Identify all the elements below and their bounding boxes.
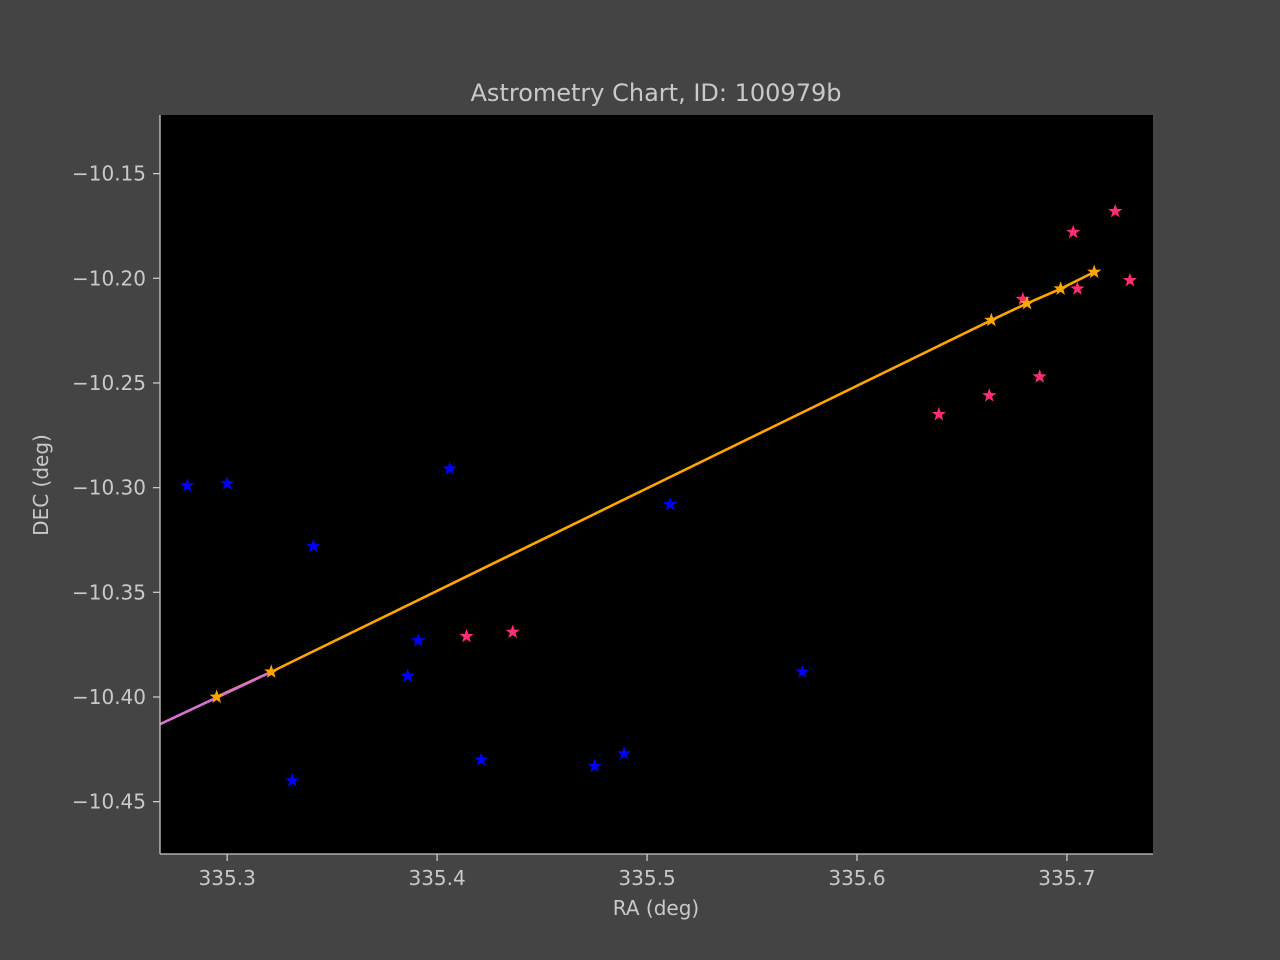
series-1-point-0	[459, 628, 474, 643]
y-tick-label: −10.25	[72, 371, 146, 395]
y-axis-label: DEC (deg)	[29, 434, 53, 536]
series-1-point-9	[1122, 272, 1138, 287]
x-tick-label: 335.5	[618, 866, 675, 890]
series-2-point-4	[1053, 281, 1068, 295]
series-1-point-3	[982, 388, 997, 402]
y-tick-label: −10.15	[72, 162, 146, 186]
x-tick-label: 335.4	[408, 866, 465, 890]
chart-title: Astrometry Chart, ID: 100979b	[471, 79, 842, 107]
series-0-point-0	[180, 478, 195, 492]
y-tick-label: −10.20	[72, 266, 146, 290]
series-0-point-7	[474, 752, 489, 766]
y-tick-label: −10.45	[72, 790, 146, 814]
chart-marks	[159, 203, 1138, 787]
series-2-point-3	[1019, 295, 1035, 310]
series-2-point-0	[209, 689, 224, 704]
series-1-point-4	[1015, 291, 1030, 306]
series-1-point-5	[1032, 369, 1047, 383]
series-0-point-1	[220, 475, 235, 490]
series-1-point-6	[1066, 224, 1081, 239]
series-0-point-3	[285, 773, 300, 787]
x-axis-label: RA (deg)	[613, 896, 699, 920]
series-2-point-1	[264, 664, 279, 678]
series-1-point-1	[505, 624, 520, 639]
y-tick-label: −10.35	[72, 580, 146, 604]
series-0-point-6	[442, 461, 457, 475]
series-1-point-8	[1108, 203, 1123, 218]
series-0-point-8	[587, 758, 602, 773]
chart-axes	[159, 115, 1153, 855]
series-2-point-2	[984, 312, 999, 327]
series-1-point-7	[1070, 281, 1085, 295]
x-tick-label: 335.7	[1038, 866, 1095, 890]
y-tick-label: −10.30	[72, 476, 146, 500]
x-tick-label: 335.6	[828, 866, 885, 890]
y-tick-label: −10.40	[72, 685, 146, 709]
series-0-point-5	[411, 632, 426, 647]
series-1-point-2	[931, 406, 946, 421]
series-0-point-10	[663, 496, 678, 511]
series-0-point-11	[795, 664, 810, 678]
x-tick-label: 335.3	[199, 866, 256, 890]
series-0-point-2	[306, 538, 321, 553]
y-ticks: −10.15 −10.20 −10.25 −10.30 −10.35 −10.40 −10.…	[72, 162, 160, 814]
x-ticks: 335.3 335.4 335.5 335.6 335.7	[199, 854, 1096, 890]
series-0-point-9	[616, 746, 632, 760]
series-2-point-5	[1087, 264, 1102, 279]
series-0-point-4	[400, 668, 415, 683]
